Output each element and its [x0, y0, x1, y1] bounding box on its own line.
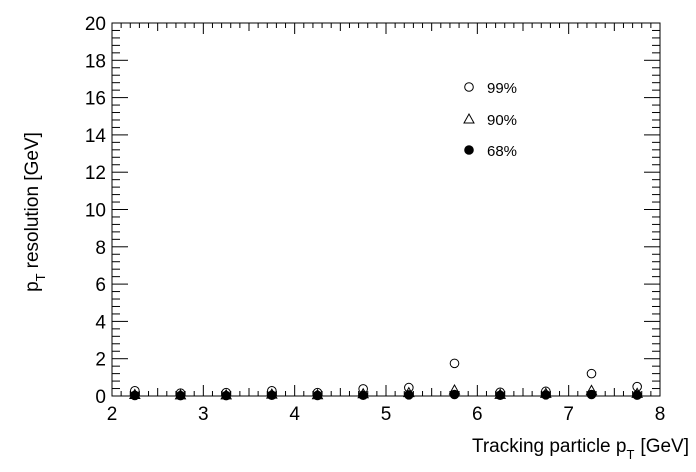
- plot-frame: [111, 22, 661, 397]
- data-point-68: [221, 390, 231, 401]
- legend-marker-90: [463, 112, 475, 124]
- x-tick-label: 4: [289, 404, 300, 425]
- data-point-99: [449, 358, 460, 369]
- y-tick-label: 10: [85, 201, 106, 222]
- legend-marker-68: [464, 145, 474, 155]
- y-axis-title-subscript: T: [33, 273, 48, 281]
- data-point-68: [175, 390, 186, 401]
- legend-label-68: 68%: [487, 143, 517, 160]
- y-tick-label: 2: [95, 350, 106, 371]
- data-point-68: [312, 390, 323, 401]
- y-tick-label: 12: [85, 163, 106, 184]
- y-tick-label: 4: [95, 312, 106, 333]
- y-tick-label: 20: [85, 14, 106, 35]
- x-tick-label: 7: [563, 404, 574, 425]
- x-axis-title-subscript: T: [626, 447, 634, 462]
- legend-marker-99: [464, 82, 474, 92]
- data-point-68: [358, 390, 368, 401]
- y-tick-labels: 0 2 4 6 8 10 12 14 16 18 20: [85, 14, 107, 408]
- data-point-99: [586, 368, 597, 379]
- x-tick-label: 6: [472, 404, 483, 425]
- data-point-68: [449, 389, 460, 400]
- y-axis-title: pTresolution [GeV]: [22, 132, 48, 292]
- legend: 99% 90% 68%: [463, 80, 517, 160]
- y-tick-label: 0: [95, 387, 106, 408]
- axis-ticks: [111, 22, 661, 397]
- data-point-99: [632, 381, 642, 392]
- y-tick-label: 18: [85, 51, 106, 72]
- x-axis-title: Tracking particle pT [GeV]: [472, 436, 689, 462]
- data-point-68: [541, 390, 551, 400]
- data-point-68: [495, 390, 505, 401]
- legend-label-90: 90%: [487, 112, 517, 129]
- data-point-68: [404, 390, 414, 400]
- data-point-68: [130, 390, 140, 401]
- y-tick-label: 14: [85, 126, 107, 147]
- data-points: [128, 358, 644, 401]
- y-tick-label: 16: [85, 89, 106, 110]
- x-tick-label: 3: [198, 404, 209, 425]
- data-point-68: [586, 389, 597, 400]
- data-point-68: [632, 390, 642, 400]
- legend-label-99: 99%: [487, 80, 517, 97]
- x-tick-label: 5: [381, 404, 392, 425]
- y-tick-label: 8: [95, 238, 106, 259]
- x-tick-label: 2: [107, 404, 118, 425]
- data-point-68: [267, 390, 277, 401]
- x-tick-labels: 2 3 4 5 6 7 8: [107, 404, 666, 425]
- x-tick-label: 8: [655, 404, 666, 425]
- y-tick-label: 6: [95, 275, 106, 296]
